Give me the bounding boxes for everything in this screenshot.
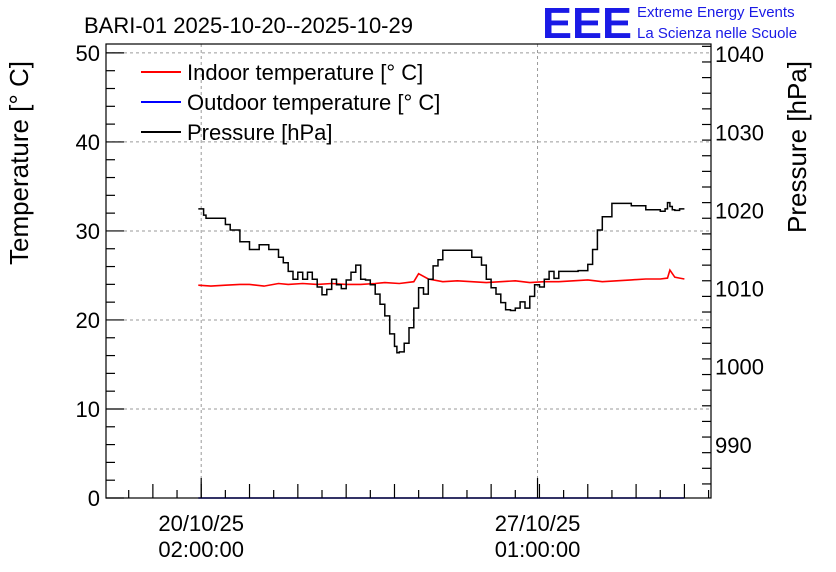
left-tick-label-30: 30 bbox=[76, 219, 100, 244]
right-tick-label-990: 990 bbox=[715, 433, 752, 458]
series-pressure bbox=[198, 201, 685, 354]
right-tick-label-1030: 1030 bbox=[715, 120, 764, 145]
right-y-axis: 990 1000 1010 1020 1030 1040 bbox=[702, 42, 764, 485]
legend-label-indoor: Indoor temperature [° C] bbox=[187, 60, 423, 85]
legend-label-pressure: Pressure [hPa] bbox=[187, 120, 333, 145]
left-tick-label-20: 20 bbox=[76, 308, 100, 333]
left-axis-title: Temperature [° C] bbox=[4, 61, 34, 265]
right-axis-title: Pressure [hPa] bbox=[782, 61, 812, 233]
logo-mark: EEE bbox=[542, 0, 632, 48]
legend: Indoor temperature [° C] Outdoor tempera… bbox=[141, 60, 440, 145]
series-indoor-temperature bbox=[198, 268, 685, 287]
left-tick-label-40: 40 bbox=[76, 130, 100, 155]
chart-title: BARI-01 2025-10-20--2025-10-29 bbox=[84, 13, 413, 38]
left-y-axis: 0 10 20 30 40 50 bbox=[76, 41, 124, 511]
legend-label-outdoor: Outdoor temperature [° C] bbox=[187, 90, 440, 115]
right-tick-label-1020: 1020 bbox=[715, 198, 764, 223]
left-tick-label-10: 10 bbox=[76, 397, 100, 422]
x-tick-label-date-0: 20/10/25 bbox=[158, 511, 244, 536]
x-tick-label-time-1: 01:00:00 bbox=[495, 537, 581, 562]
right-tick-label-1040: 1040 bbox=[715, 42, 764, 67]
right-tick-label-1000: 1000 bbox=[715, 355, 764, 380]
eee-logo: EEE Extreme Energy Events La Scienza nel… bbox=[542, 0, 797, 48]
right-tick-label-1010: 1010 bbox=[715, 277, 764, 302]
x-tick-label-time-0: 02:00:00 bbox=[158, 537, 244, 562]
grid-lines bbox=[106, 44, 711, 498]
x-tick-label-date-1: 27/10/25 bbox=[495, 511, 581, 536]
logo-line-2: La Scienza nelle Scuole bbox=[637, 25, 797, 42]
plot-frame bbox=[105, 43, 712, 499]
plot-series bbox=[198, 201, 685, 499]
logo-line-1: Extreme Energy Events bbox=[637, 4, 795, 21]
left-tick-label-0: 0 bbox=[88, 486, 100, 511]
left-tick-label-50: 50 bbox=[76, 41, 100, 66]
